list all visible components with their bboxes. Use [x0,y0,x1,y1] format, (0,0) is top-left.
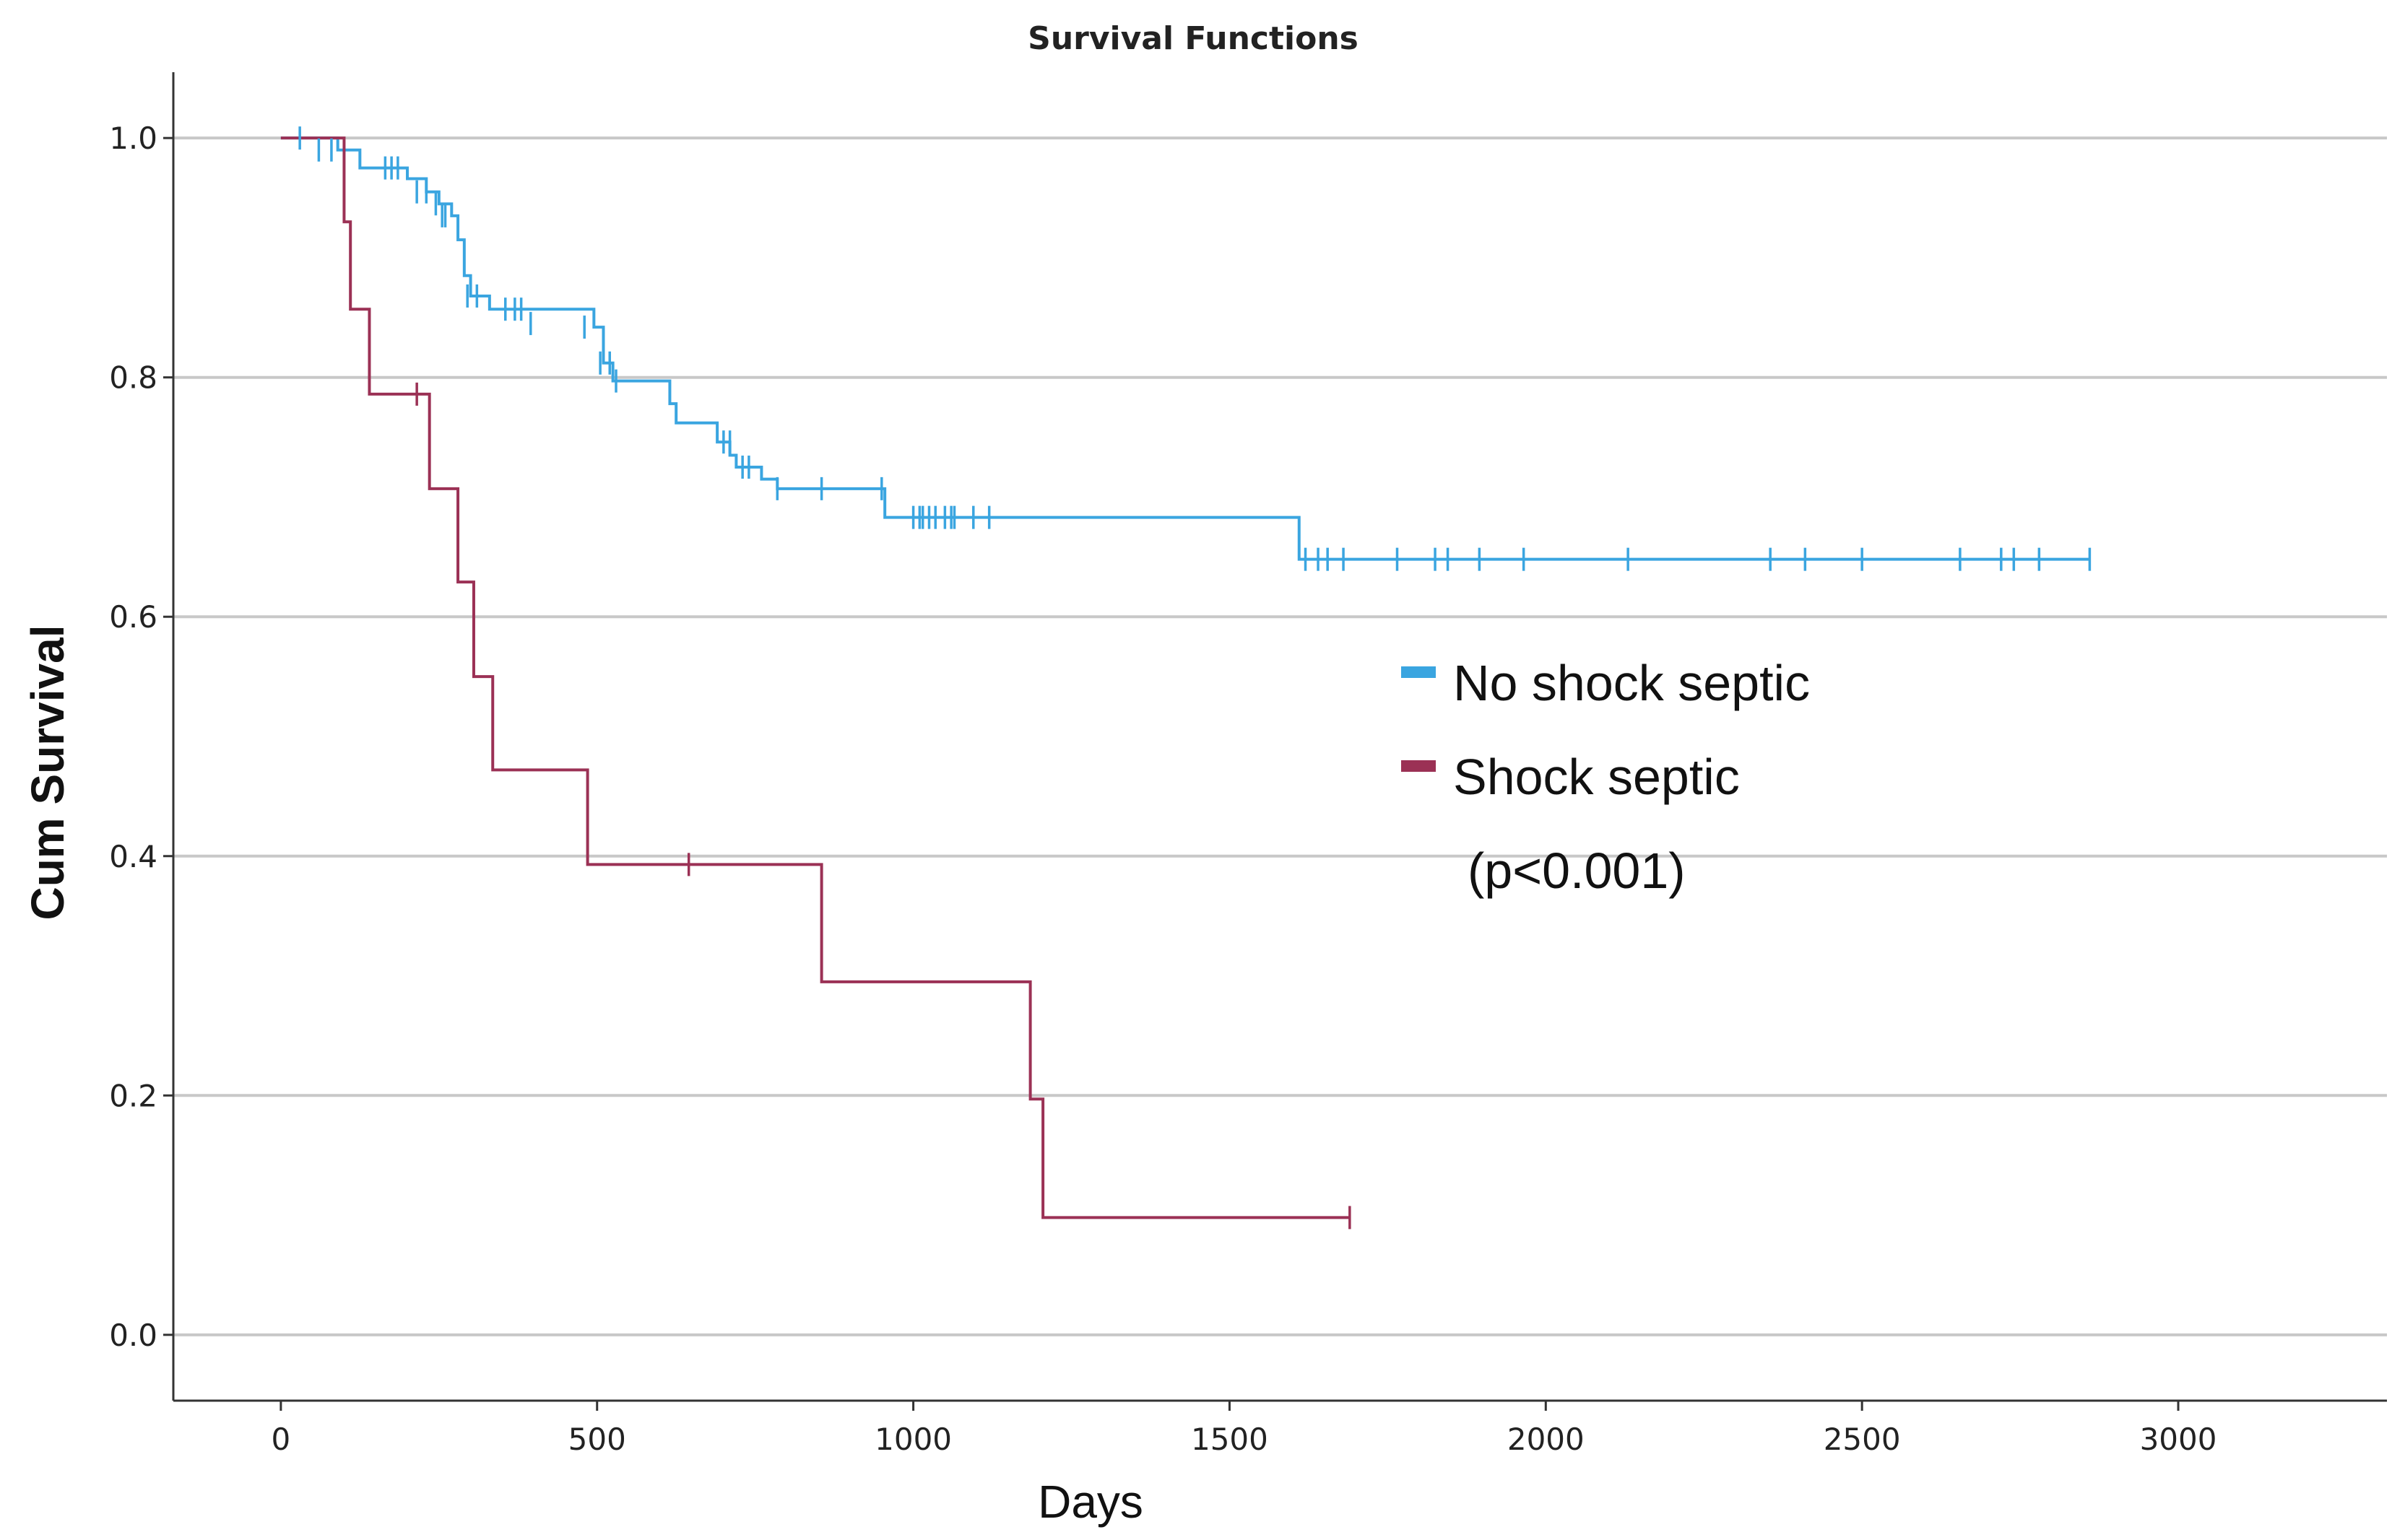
y-axis-label: Cum Survival [22,625,74,920]
x-tick-label: 2500 [1824,1422,1901,1457]
p-value-annotation: (p<0.001) [1468,843,1686,899]
series-line-shock-septic [280,136,1350,1219]
legend-label-no-shock-septic: No shock septic [1453,655,1810,711]
x-tick-label: 0 [272,1422,291,1457]
tick-labels: 0.0 0.2 0.4 0.6 0.8 1.0 0 500 1000 1500 2000 2500 30… [109,121,2216,1457]
y-tick-label: 1.0 [109,121,157,156]
axes [163,72,2387,1411]
x-tick-label: 1500 [1191,1422,1268,1457]
grid-lines [173,136,2387,1336]
y-tick-label: 0.2 [109,1078,157,1113]
x-tick-label: 2000 [1507,1422,1585,1457]
y-tick-label: 0.6 [109,599,157,635]
y-tick-label: 0.4 [109,839,157,874]
legend: No shock septic Shock septic (p<0.001) [1401,655,1810,899]
x-tick-label: 1000 [875,1422,952,1457]
legend-label-shock-septic: Shock septic [1453,749,1740,805]
chart-title: Survival Functions [1028,20,1358,57]
x-axis-label: Days [1038,1476,1143,1528]
y-tick-label: 0.0 [109,1318,157,1353]
y-tick-label: 0.8 [109,360,157,396]
censor-marks [298,126,2092,1230]
x-tick-label: 3000 [2140,1422,2217,1457]
x-tick-label: 500 [568,1422,626,1457]
legend-swatch-no-shock-septic [1401,666,1436,678]
legend-swatch-shock-septic [1401,760,1436,772]
